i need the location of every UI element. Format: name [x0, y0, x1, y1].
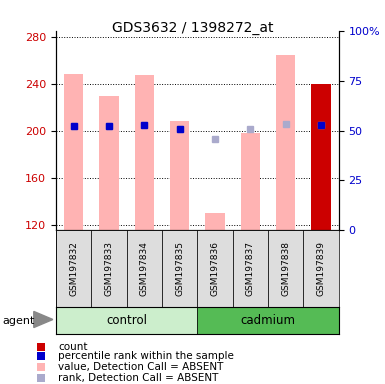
Text: GDS3632 / 1398272_at: GDS3632 / 1398272_at — [112, 21, 273, 35]
Text: GSM197837: GSM197837 — [246, 241, 255, 296]
Bar — [99, 96, 119, 230]
Bar — [56, 230, 91, 307]
Text: rank, Detection Call = ABSENT: rank, Detection Call = ABSENT — [58, 372, 219, 383]
Bar — [56, 307, 197, 334]
Text: cadmium: cadmium — [241, 314, 296, 327]
Text: GSM197835: GSM197835 — [175, 241, 184, 296]
Bar — [170, 121, 189, 230]
Text: GSM197832: GSM197832 — [69, 242, 78, 296]
Text: value, Detection Call = ABSENT: value, Detection Call = ABSENT — [58, 362, 224, 372]
Text: GSM197836: GSM197836 — [211, 241, 219, 296]
Text: GSM197839: GSM197839 — [316, 241, 326, 296]
Text: percentile rank within the sample: percentile rank within the sample — [58, 351, 234, 361]
Bar — [127, 230, 162, 307]
Text: GSM197838: GSM197838 — [281, 241, 290, 296]
Text: GSM197834: GSM197834 — [140, 242, 149, 296]
Bar — [311, 84, 331, 230]
Bar — [134, 75, 154, 230]
Bar — [276, 55, 295, 230]
Bar — [197, 307, 339, 334]
Bar — [91, 230, 127, 307]
Bar — [233, 230, 268, 307]
Bar — [64, 74, 83, 230]
Bar — [268, 230, 303, 307]
Text: count: count — [58, 342, 88, 352]
Bar — [197, 230, 233, 307]
Bar — [303, 230, 339, 307]
Bar — [241, 133, 260, 230]
Polygon shape — [34, 311, 53, 328]
Bar — [162, 230, 197, 307]
Text: control: control — [106, 314, 147, 327]
Text: agent: agent — [2, 316, 34, 326]
Text: GSM197833: GSM197833 — [104, 241, 114, 296]
Bar — [205, 213, 225, 230]
